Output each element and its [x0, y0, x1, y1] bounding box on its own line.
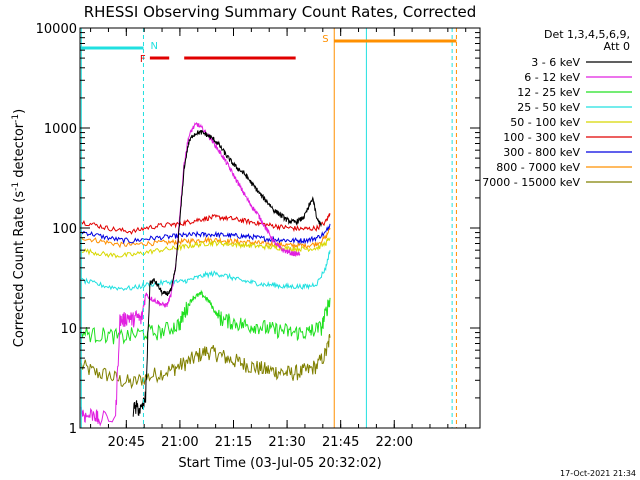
y-axis-label-mid: detector [12, 122, 27, 182]
series-line-7 [80, 223, 331, 245]
y-tick-label-1: 1 [69, 422, 77, 437]
y-axis-label-end: ) [12, 109, 27, 114]
legend-label-6: 100 - 300 keV [503, 131, 580, 144]
legend-label-3: 12 - 25 keV [517, 86, 580, 99]
series-line-2 [80, 121, 301, 427]
legend-header-1: Det 1,3,4,5,6,9, [544, 28, 630, 41]
y-axis-label-main: Corrected Count Rate (s [12, 191, 27, 348]
series-line-1 [132, 129, 322, 417]
y-tick-label-5: 10000 [36, 22, 77, 37]
legend-label-9: 7000 - 15000 keV [482, 176, 580, 189]
x-tick-label-5: 21:45 [322, 435, 359, 450]
legend-label-7: 300 - 800 keV [503, 146, 580, 159]
plot-area: NF S [80, 28, 457, 428]
legend: Det 1,3,4,5,6,9,Att 0 3 - 6 keV 6 - 12 keV… [482, 28, 632, 189]
legend-label-1: 3 - 6 keV [531, 56, 580, 69]
series-line-5 [81, 237, 331, 259]
series-line-6 [80, 212, 331, 235]
y-tick-label-2: 10 [60, 322, 77, 337]
x-tick-label-1: 20:45 [108, 435, 145, 450]
y-tick-label-4: 1000 [44, 122, 77, 137]
footer-date: 17-Oct-2021 21:34 [560, 469, 636, 478]
x-tick-label-2: 21:00 [161, 435, 198, 450]
series-line-3 [80, 289, 331, 345]
y-axis-label-sup: -1 [11, 182, 21, 191]
y-tick-label-3: 100 [52, 222, 77, 237]
legend-label-2: 6 - 12 keV [524, 71, 580, 84]
flag-label-n: N [150, 41, 157, 52]
x-tick-label-3: 21:15 [215, 435, 252, 450]
x-axis: 20:45 21:00 21:15 21:30 21:45 22:00 [90, 28, 467, 450]
legend-header-2: Att 0 [604, 40, 630, 53]
x-tick-label-4: 21:30 [268, 435, 305, 450]
legend-label-4: 25 - 50 keV [517, 101, 580, 114]
series-line-9 [80, 333, 331, 390]
legend-label-5: 50 - 100 keV [510, 116, 580, 129]
flag-label-s: S [322, 34, 328, 45]
y-axis-label: Corrected Count Rate (s-1 detector-1) [11, 109, 27, 347]
flag-label-f: F [140, 54, 146, 65]
x-tick-label-6: 22:00 [376, 435, 413, 450]
chart-title: RHESSI Observing Summary Count Rates, Co… [84, 3, 477, 21]
series-line-4 [81, 250, 331, 291]
legend-label-8: 800 - 7000 keV [496, 161, 580, 174]
y-axis-label-sup2: -1 [11, 114, 21, 123]
x-axis-label: Start Time (03-Jul-05 20:32:02) [178, 456, 381, 471]
y-axis: 1 10 100 1000 10000 [36, 22, 480, 437]
